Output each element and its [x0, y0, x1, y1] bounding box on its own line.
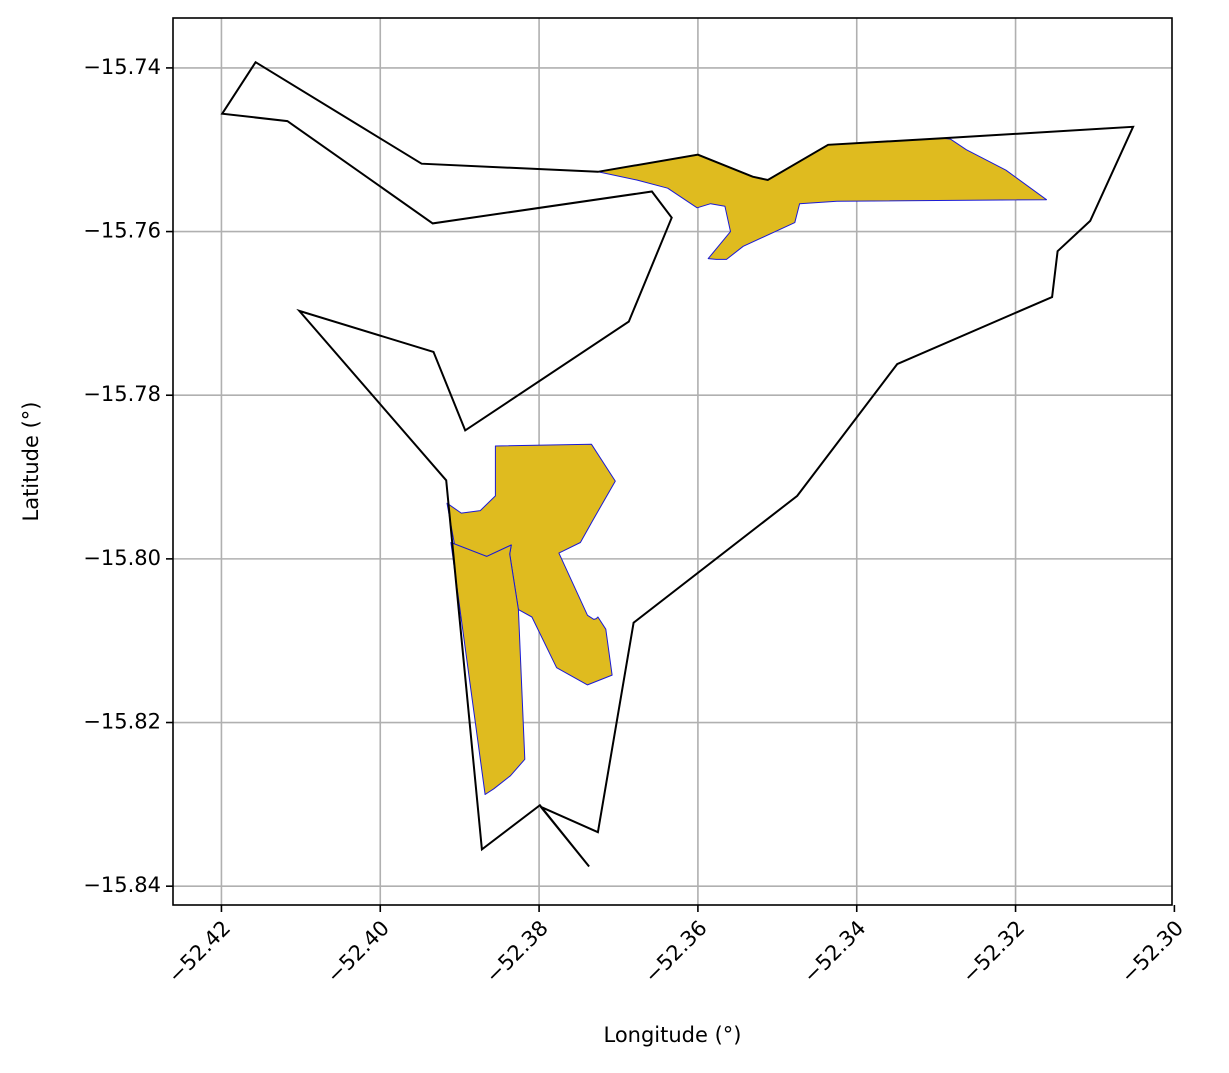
highlight-region [446, 443, 616, 686]
boundary-outline [220, 60, 1135, 868]
y-tick-label: −15.76 [83, 219, 161, 243]
grid-layer [173, 18, 1172, 905]
y-tick-label: −15.82 [83, 710, 161, 734]
highlight-region [450, 542, 526, 795]
x-axis-label: Longitude (°) [603, 1023, 741, 1047]
y-tick-label: −15.80 [83, 546, 161, 570]
y-tick-label: −15.84 [83, 873, 161, 897]
y-axis-label: Latitude (°) [19, 402, 43, 522]
axes-frame [172, 17, 1173, 906]
shape-layer [220, 60, 1135, 868]
y-tick-label: −15.78 [83, 382, 161, 406]
y-tick-label: −15.74 [83, 55, 161, 79]
